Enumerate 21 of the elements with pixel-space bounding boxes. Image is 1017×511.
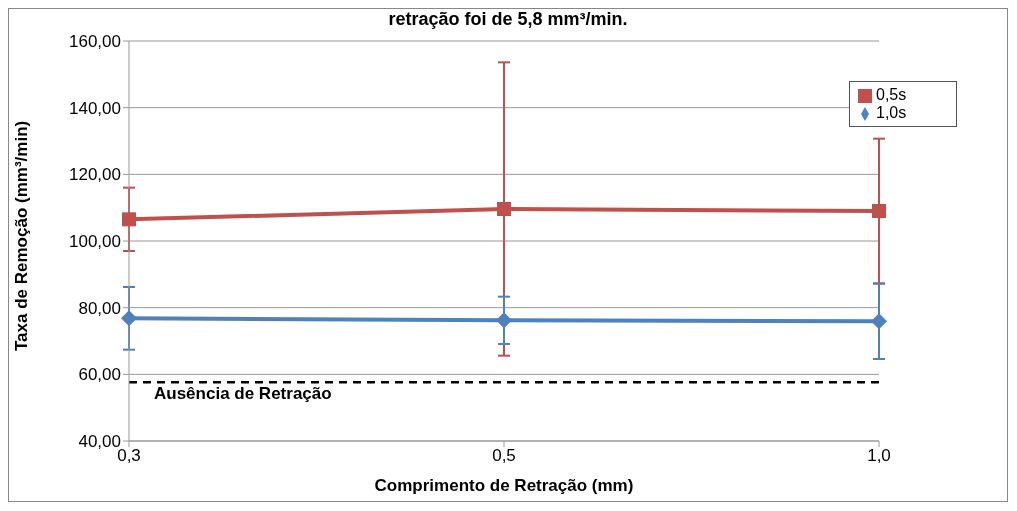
legend-label: 1,0s bbox=[876, 104, 907, 121]
point bbox=[497, 202, 511, 216]
x-tick-label: 1,0 bbox=[867, 446, 891, 466]
y-tick-label: 60,00 bbox=[78, 365, 121, 385]
point bbox=[496, 312, 512, 329]
y-tick-label: 100,00 bbox=[69, 232, 121, 252]
x-tick-label: 0,3 bbox=[117, 446, 141, 466]
y-tick-label: 120,00 bbox=[69, 165, 121, 185]
legend-label: 0,5s bbox=[876, 86, 907, 103]
y-axis-title: Taxa de Remoção (mm³/min) bbox=[12, 120, 32, 351]
point bbox=[121, 310, 137, 327]
x-tick-label: 0,5 bbox=[492, 446, 516, 466]
ref-line-label: Ausência de Retração bbox=[154, 384, 332, 404]
point bbox=[872, 204, 886, 218]
y-tick-label: 140,00 bbox=[69, 98, 121, 118]
y-tick-label: 160,00 bbox=[69, 32, 121, 52]
point bbox=[122, 212, 136, 227]
y-tick-label: 80,00 bbox=[78, 298, 121, 318]
x-axis-title: Comprimento de Retração (mm) bbox=[374, 476, 634, 496]
chart-title: retração foi de 5,8 mm³/min. bbox=[387, 9, 629, 31]
point bbox=[871, 313, 887, 330]
